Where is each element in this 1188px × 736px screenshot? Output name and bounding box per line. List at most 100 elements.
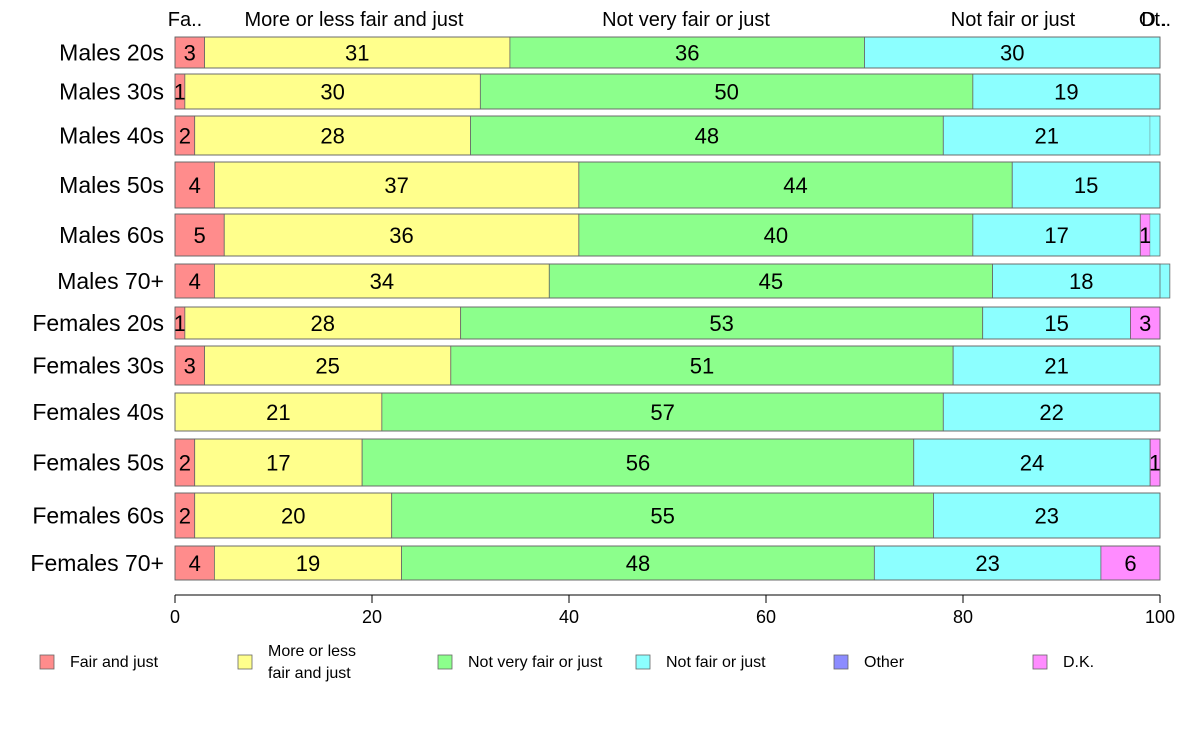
bar-fill [1150, 116, 1160, 155]
data-label: 3 [184, 354, 196, 379]
category-label: Females 70+ [30, 550, 164, 576]
legend-label: More or less fair and just [268, 643, 356, 682]
bar-outline [174, 492, 1161, 539]
bar-segment [184, 306, 462, 340]
x-tick-label: 40 [559, 607, 579, 627]
top-series-labels: Fa.. More or less fair and just Not very f… [168, 9, 1171, 31]
data-label: 40 [764, 223, 788, 248]
category-label: Females 30s [32, 353, 164, 379]
legend-swatch [635, 654, 651, 670]
data-label: 37 [384, 173, 408, 198]
x-tick-label: 80 [953, 607, 973, 627]
category-label: Males 30s [59, 79, 164, 105]
category-label: Females 50s [32, 450, 164, 476]
data-label: 28 [320, 124, 344, 149]
data-label: 21 [1034, 124, 1058, 149]
category-label: Females 20s [32, 310, 164, 336]
bar-segment [174, 213, 225, 257]
legend-swatch [1032, 654, 1048, 670]
bar-outline [174, 213, 1161, 257]
data-label: 1 [1139, 223, 1151, 248]
bar-segment [578, 161, 1013, 209]
bar-segment [174, 263, 215, 299]
bar-segment [460, 306, 984, 340]
bar-segment [1130, 306, 1161, 340]
category-label: Males 60s [59, 222, 164, 248]
data-label: 4 [189, 173, 201, 198]
legend-label: Not very fair or just [468, 654, 603, 671]
data-label: 6 [1124, 551, 1136, 576]
bar-segment [194, 492, 393, 539]
bar-segment [213, 545, 402, 581]
legend-label: Fair and just [70, 654, 159, 671]
bar-segment [873, 545, 1102, 581]
bar-fill [1150, 214, 1160, 256]
bar-segment [450, 345, 954, 386]
data-label: 19 [296, 551, 320, 576]
top-label: Not very fair or just [602, 9, 770, 31]
bar-segment [972, 73, 1161, 110]
bar-segment [213, 161, 580, 209]
data-label: 17 [1044, 223, 1068, 248]
legend-label: D.K. [1063, 654, 1094, 671]
data-label: 1 [1149, 451, 1161, 476]
data-label: 45 [759, 269, 783, 294]
bar-segment [194, 115, 471, 156]
bar-segment [1100, 545, 1161, 581]
data-label: 20 [281, 504, 305, 529]
data-label: 2 [179, 124, 191, 149]
top-label: More or less fair and just [245, 9, 464, 31]
data-label: 4 [189, 551, 201, 576]
bar-segment [174, 345, 205, 386]
data-label: 18 [1069, 269, 1093, 294]
data-label: 36 [675, 41, 699, 66]
legend-swatch [39, 654, 55, 670]
category-label: Males 20s [59, 40, 164, 66]
x-tick-label: 100 [1145, 607, 1175, 627]
legend-label: Not fair or just [666, 654, 766, 671]
data-label: 56 [626, 451, 650, 476]
category-label: Males 50s [59, 172, 164, 198]
bar-outline [174, 345, 1161, 386]
x-tick-label: 20 [362, 607, 382, 627]
data-label: 3 [1139, 311, 1151, 336]
data-label: 15 [1044, 311, 1068, 336]
data-label: 21 [1044, 354, 1068, 379]
data-label: 30 [1000, 41, 1024, 66]
data-label: 30 [320, 80, 344, 105]
data-label: 51 [690, 354, 714, 379]
bars: 3 31 36 301 30 50 192 28 48 214 37 44 155 36 40 17 14 34 4… [174, 36, 1171, 581]
data-label: 2 [179, 504, 191, 529]
data-label: 22 [1039, 400, 1063, 425]
data-label: 48 [626, 551, 650, 576]
bar-outline [174, 438, 1161, 487]
bar-segment [174, 392, 383, 432]
bar-outline [174, 115, 1161, 156]
bar-outline [174, 36, 1161, 69]
bar-outline [174, 306, 1161, 340]
bar-segment [470, 115, 944, 156]
data-label: 53 [709, 311, 733, 336]
data-label: 1 [174, 80, 186, 105]
bar-segment [982, 306, 1131, 340]
category-labels: Males 20s Males 30s Males 40s Males 50s Male… [30, 40, 164, 577]
data-label: 55 [650, 504, 674, 529]
x-axis: 0 20 40 60 80 100 [170, 594, 1175, 627]
bar-outline [174, 545, 1161, 581]
legend-label: Other [864, 654, 905, 671]
data-label: 23 [1034, 504, 1058, 529]
top-label: D.. [1141, 9, 1167, 31]
bar-segment [204, 345, 452, 386]
bar-segment [942, 115, 1151, 156]
top-label: Ot.. [1139, 9, 1171, 31]
bar-segment [548, 263, 993, 299]
data-label: 48 [695, 124, 719, 149]
x-tick-label: 0 [170, 607, 180, 627]
data-label: 36 [389, 223, 413, 248]
data-label: 28 [311, 311, 335, 336]
data-label: 31 [345, 41, 369, 66]
category-label: Females 40s [32, 399, 164, 425]
data-label: 44 [783, 173, 807, 198]
bar-segment [578, 213, 974, 257]
